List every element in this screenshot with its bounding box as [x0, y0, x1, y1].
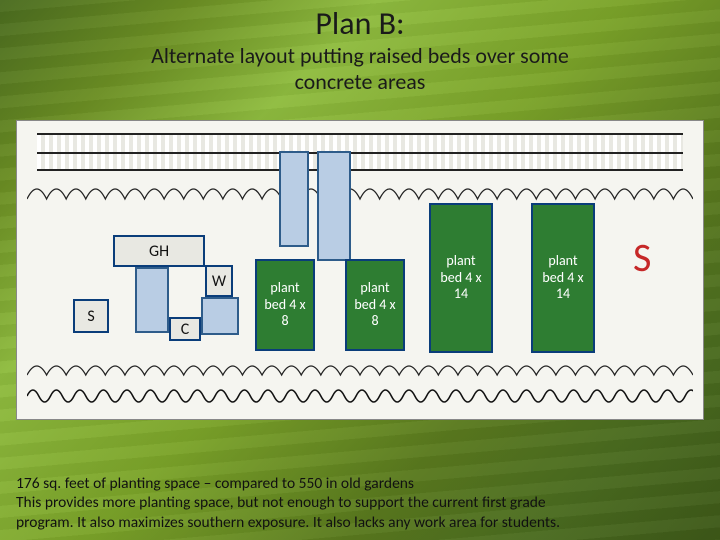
concrete-strip-vert-2 [317, 151, 351, 261]
plant-bed-4x8-b: plant bed 4 x 8 [345, 259, 405, 351]
subtitle-line-1: Alternate layout putting raised beds ove… [151, 42, 569, 69]
footer-line-2: This provides more planting space, but n… [16, 493, 546, 512]
plant-bed-label: plant bed 4 x 14 [537, 253, 589, 303]
footer-text: 176 sq. feet of planting space – compare… [16, 474, 704, 532]
s-box: S [73, 299, 109, 333]
building-sketch-top [37, 133, 683, 171]
footer-line-1: 176 sq. feet of planting space – compare… [16, 474, 414, 493]
s-label: S [87, 307, 94, 326]
plant-bed-4x14-a: plant bed 4 x 14 [429, 203, 493, 353]
footer-line-3: program. It also maximizes southern expo… [16, 513, 560, 532]
subtitle-line-2: concrete areas [295, 68, 426, 95]
plant-bed-4x8-a: plant bed 4 x 8 [255, 259, 315, 351]
south-s: S [633, 233, 651, 282]
layout-diagram: GH W S C plant bed 4 x 8 plant bed 4 x 8… [16, 120, 704, 420]
fence-loops-top [27, 179, 693, 203]
slide-subtitle: Alternate layout putting raised beds ove… [0, 43, 720, 96]
gh-label: GH [149, 242, 169, 261]
concrete-strip-gh-down [135, 267, 169, 333]
south-indicator: S [633, 233, 651, 282]
gh-box: GH [113, 235, 205, 267]
wavy-border-bottom [27, 383, 693, 409]
concrete-strip-w-down [201, 297, 239, 335]
slide-title: Plan B: [0, 0, 720, 43]
concrete-strip-vert-1 [279, 151, 309, 247]
plant-bed-4x14-b: plant bed 4 x 14 [531, 203, 595, 353]
c-box: C [169, 317, 201, 341]
plant-bed-label: plant bed 4 x 8 [261, 280, 309, 330]
plant-bed-label: plant bed 4 x 8 [351, 280, 399, 330]
c-label: C [181, 320, 190, 339]
plant-bed-label: plant bed 4 x 14 [435, 253, 487, 303]
w-box: W [205, 265, 233, 297]
fence-loops-bottom [27, 357, 693, 379]
w-label: W [212, 272, 226, 291]
